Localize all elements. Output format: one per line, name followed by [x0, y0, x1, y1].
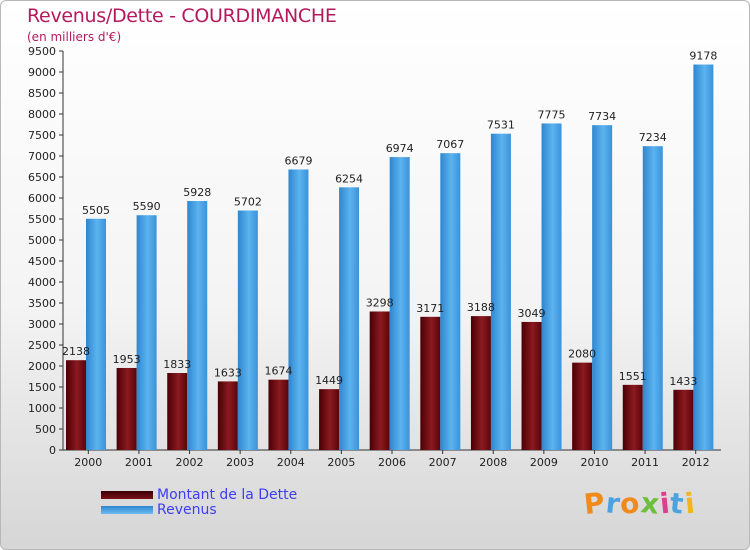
y-tick-label: 9000: [28, 66, 56, 79]
revenue-value-label: 6254: [335, 172, 363, 185]
x-tick-label: 2003: [226, 456, 254, 469]
debt-bar: [622, 384, 643, 450]
debt-bar: [470, 316, 491, 450]
debt-value-label: 2138: [62, 345, 90, 358]
chart-title: Revenus/Dette - COURDIMANCHE: [27, 5, 337, 27]
debt-bar: [521, 321, 542, 450]
y-tick-label: 3500: [28, 297, 56, 310]
x-tick-label: 2012: [682, 456, 710, 469]
legend-label-debt: Montant de la Dette: [157, 487, 298, 503]
debt-bar: [319, 389, 340, 450]
revenue-value-label: 5505: [82, 204, 110, 217]
revenue-value-label: 7775: [538, 108, 566, 121]
debt-value-label: 1633: [214, 366, 242, 379]
revenue-value-label: 7734: [588, 110, 616, 123]
revenue-bar: [389, 157, 410, 451]
y-tick-label: 4500: [28, 255, 56, 268]
chart-data-labels: 2138 5505 1953 5590 1833 5928 1633 5702 1674 6679…: [62, 50, 717, 388]
debt-bar: [572, 362, 593, 450]
debt-bar: [268, 379, 289, 450]
y-tick-label: 6500: [28, 171, 56, 184]
debt-bar: [420, 316, 441, 450]
revenue-bar: [490, 133, 511, 450]
y-tick-label: 8000: [28, 108, 56, 121]
logo-letter: i: [682, 486, 697, 521]
revenue-value-label: 7531: [487, 119, 515, 132]
debt-bar: [167, 373, 188, 450]
y-tick-label: 500: [35, 423, 56, 436]
y-tick-label: 2500: [28, 339, 56, 352]
revenue-bar: [187, 201, 208, 450]
x-tick-label: 2004: [277, 456, 305, 469]
debt-value-label: 1953: [113, 353, 141, 366]
x-tick-label: 2002: [176, 456, 204, 469]
chart-bars: [66, 64, 714, 451]
y-tick-label: 1500: [28, 381, 56, 394]
y-tick-label: 1000: [28, 402, 56, 415]
debt-bar: [66, 360, 86, 450]
y-tick-label: 3000: [28, 318, 56, 331]
x-tick-label: 2006: [378, 456, 406, 469]
debt-value-label: 3049: [518, 307, 546, 320]
legend-label-revenue: Revenus: [157, 502, 217, 518]
revenue-bar: [339, 187, 360, 450]
revenue-bar: [136, 215, 157, 450]
revenue-bar: [237, 210, 258, 450]
y-tick-label: 5000: [28, 234, 56, 247]
chart-subtitle: (en milliers d'€): [27, 30, 122, 44]
debt-value-label: 1674: [264, 365, 292, 378]
y-tick-label: 6000: [28, 192, 56, 205]
debt-value-label: 3188: [467, 301, 495, 314]
revenue-bar: [86, 218, 106, 450]
debt-value-label: 3171: [416, 302, 444, 315]
revenue-value-label: 6974: [386, 142, 414, 155]
y-tick-label: 7000: [28, 150, 56, 163]
revenue-value-label: 9178: [689, 50, 717, 63]
revenue-value-label: 5928: [183, 186, 211, 199]
x-tick-label: 2010: [580, 456, 608, 469]
y-tick-label: 8500: [28, 87, 56, 100]
x-tick-label: 2005: [327, 456, 355, 469]
y-tick-label: 4000: [28, 276, 56, 289]
revenue-bar: [642, 146, 663, 450]
x-tick-label: 2007: [429, 456, 457, 469]
logo-letter: P: [582, 485, 608, 522]
revenue-value-label: 6679: [284, 154, 312, 167]
debt-value-label: 1449: [315, 374, 343, 387]
debt-bar: [217, 381, 238, 450]
debt-value-label: 2080: [568, 348, 596, 361]
x-tick-label: 2009: [530, 456, 558, 469]
x-tick-label: 2000: [74, 456, 102, 469]
revenue-value-label: 7067: [436, 138, 464, 151]
y-tick-label: 9500: [28, 45, 56, 58]
debt-value-label: 1833: [163, 358, 191, 371]
debt-value-label: 1551: [619, 370, 647, 383]
debt-value-label: 3298: [366, 296, 394, 309]
x-tick-label: 2011: [631, 456, 659, 469]
revenue-bar: [693, 64, 714, 451]
y-tick-label: 2000: [28, 360, 56, 373]
revenue-value-label: 5590: [133, 200, 161, 213]
x-tick-label: 2008: [479, 456, 507, 469]
legend-swatch-revenue: [101, 506, 153, 514]
revenue-bar: [592, 125, 613, 450]
y-tick-label: 5500: [28, 213, 56, 226]
revenue-value-label: 5702: [234, 196, 262, 209]
debt-bar: [116, 367, 137, 450]
x-tick-label: 2001: [125, 456, 153, 469]
revenue-bar: [288, 169, 309, 450]
debt-bar: [369, 311, 390, 450]
revenue-bar: [440, 153, 461, 450]
proxiti-logo: Proxiti: [582, 485, 697, 522]
y-tick-label: 0: [49, 444, 56, 457]
debt-value-label: 1433: [669, 375, 697, 388]
y-tick-label: 7500: [28, 129, 56, 142]
legend-swatch-debt: [101, 491, 153, 499]
revenue-value-label: 7234: [639, 131, 667, 144]
revenue-bar: [541, 123, 562, 450]
debt-bar: [673, 389, 694, 450]
